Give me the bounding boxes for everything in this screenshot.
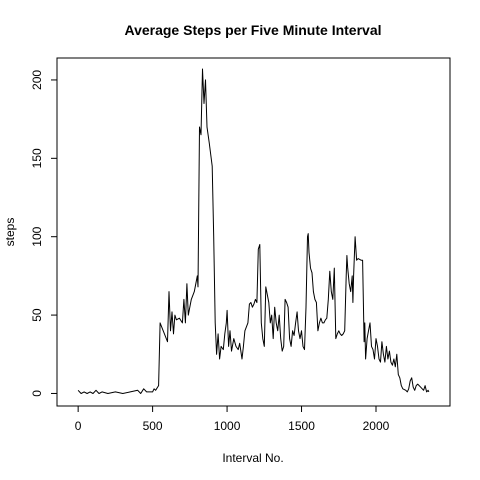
y-axis-label: steps bbox=[3, 218, 17, 247]
y-tick-label: 0 bbox=[30, 390, 44, 397]
series-line-0 bbox=[77, 68, 430, 394]
y-tick-label: 150 bbox=[30, 148, 44, 168]
y-tick-label: 200 bbox=[30, 70, 44, 90]
x-tick-label: 500 bbox=[143, 419, 163, 433]
x-tick-label: 0 bbox=[75, 419, 82, 433]
chart-title: Average Steps per Five Minute Interval bbox=[124, 22, 381, 38]
x-tick-label: 1500 bbox=[288, 419, 315, 433]
series-layer bbox=[77, 68, 430, 394]
y-tick-label: 100 bbox=[30, 226, 44, 246]
x-axis: 0 500 1000 1500 2000 bbox=[75, 405, 390, 433]
x-tick-label: 1000 bbox=[214, 419, 241, 433]
y-axis: 0 50 100 150 200 bbox=[30, 70, 58, 397]
x-tick-label: 2000 bbox=[363, 419, 390, 433]
y-tick-label: 50 bbox=[30, 308, 44, 322]
x-axis-label: Interval No. bbox=[222, 451, 283, 465]
